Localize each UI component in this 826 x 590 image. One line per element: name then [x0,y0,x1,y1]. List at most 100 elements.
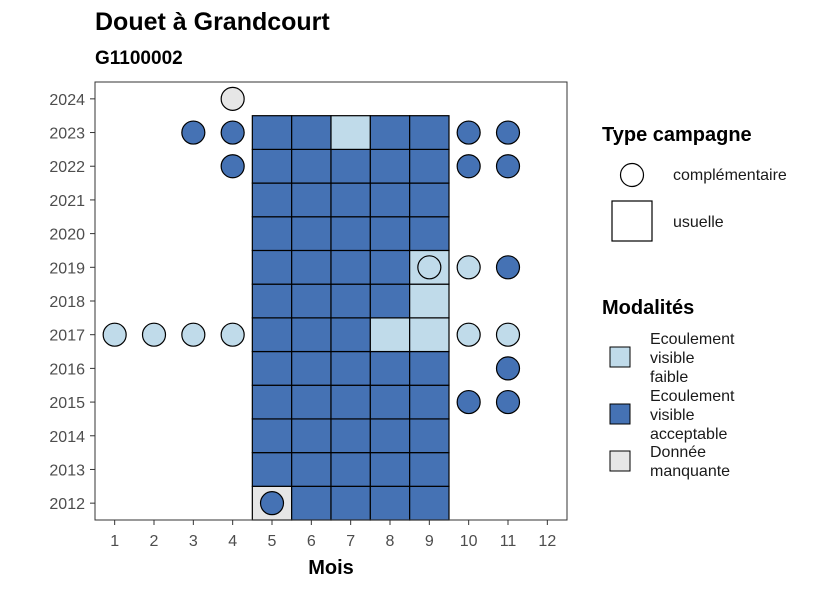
tile-2015-8 [369,384,411,420]
tile-2021-9 [409,182,450,218]
tile-2023-5 [251,115,293,150]
x-tick-label-2: 2 [150,533,159,550]
tile-2015-9 [409,384,450,420]
x-tick-label-5: 5 [268,533,277,550]
point-2024-4 [220,86,245,111]
tile-2013-8 [369,452,411,487]
legend-type-title: Type campagne [602,124,752,146]
chart-title: Douet à Grandcourt [95,8,330,36]
tile-2017-9 [409,317,450,353]
legend-type-label-complementaire: complémentaire [673,167,787,184]
x-tick-label-7: 7 [346,533,355,550]
point-2017-3 [181,322,206,347]
tile-2020-9 [409,216,450,252]
point-2015-11 [495,389,521,415]
x-tick-label-12: 12 [538,533,556,550]
tile-2017-6 [291,317,332,353]
tile-2021-5 [251,182,293,218]
tile-2022-9 [409,148,450,184]
point-2019-9 [417,255,442,280]
point-2023-10 [456,120,481,145]
tile-2014-8 [369,418,411,454]
tile-2016-5 [251,350,293,386]
x-tick-label-6: 6 [307,533,316,550]
y-tick-label-2019: 2019 [49,260,85,277]
x-tick-label-10: 10 [460,533,478,550]
tile-2023-6 [291,115,332,150]
point-2017-4 [220,322,245,347]
tile-2014-9 [409,418,450,454]
point-2023-11 [495,120,521,145]
tile-2021-6 [291,182,332,218]
y-tick-label-2012: 2012 [49,496,85,513]
tile-2015-7 [330,384,371,420]
complementaire-points [102,86,521,516]
tile-2013-5 [251,452,293,487]
tile-2017-8 [369,317,411,353]
tile-2021-8 [369,182,411,218]
legend-key-ecoulement-acceptable [609,403,631,425]
tile-2023-8 [369,115,411,150]
y-tick-label-2017: 2017 [49,328,85,345]
legend-modalites-title: Modalités [602,297,694,319]
tile-2022-7 [330,148,371,184]
y-tick-label-2015: 2015 [49,395,85,412]
chart-subtitle: G1100002 [95,48,183,69]
tile-2016-7 [330,350,371,386]
tile-2018-6 [291,283,332,319]
tile-2020-5 [251,216,293,252]
legend-modalites: Modalités Ecoulement visible faible Ecou… [602,297,739,480]
tile-2020-6 [291,216,332,252]
x-axis-title: Mois [308,557,354,579]
legend-square-symbol [611,200,653,242]
point-2019-10 [456,255,481,280]
tile-2013-7 [330,452,371,487]
tile-2018-9 [409,283,450,319]
point-2022-11 [495,154,521,179]
x-tick-label-3: 3 [189,533,198,550]
y-tick-label-2022: 2022 [49,159,85,176]
tile-2016-8 [369,350,411,386]
point-2023-4 [220,120,245,145]
usuelle-tiles [251,115,450,521]
y-tick-label-2020: 2020 [49,227,85,244]
x-tick-label-8: 8 [386,533,395,550]
point-2016-11 [495,356,521,381]
point-2017-10 [456,322,481,347]
legend-key-ecoulement-faible [609,346,631,368]
tile-2017-7 [330,317,371,353]
tile-2012-7 [330,485,371,521]
tile-2022-8 [369,148,411,184]
y-tick-label-2013: 2013 [49,462,85,479]
point-2012-5 [259,491,285,516]
legend-label-ecoulement-acceptable: Ecoulement visible acceptable [650,388,739,443]
y-tick-label-2021: 2021 [49,193,85,210]
y-tick-label-2016: 2016 [49,361,85,378]
tile-2019-5 [251,249,293,285]
tile-2013-6 [291,452,332,487]
tile-2015-5 [251,384,293,420]
tile-2012-6 [291,485,332,521]
point-2017-1 [102,322,127,347]
x-tick-label-9: 9 [425,533,434,550]
legend-type-label-usuelle: usuelle [673,214,724,231]
x-tick-label-4: 4 [228,533,237,550]
tile-2015-6 [291,384,332,420]
tile-2016-6 [291,350,332,386]
x-axis: 1 2 3 4 5 6 7 8 9 10 11 12 [110,520,556,550]
tile-2014-6 [291,418,332,454]
y-tick-label-2014: 2014 [49,429,85,446]
x-tick-label-1: 1 [110,533,119,550]
tile-2017-5 [251,317,293,353]
tile-2012-8 [369,485,411,521]
tile-2014-7 [330,418,371,454]
tile-2019-6 [291,249,332,285]
point-2019-11 [495,255,521,280]
tile-2019-7 [330,249,371,285]
tile-2021-7 [330,182,371,218]
tile-2016-9 [409,350,450,386]
tile-2020-8 [369,216,411,252]
tile-2023-7 [330,115,371,150]
point-2022-4 [220,154,245,179]
